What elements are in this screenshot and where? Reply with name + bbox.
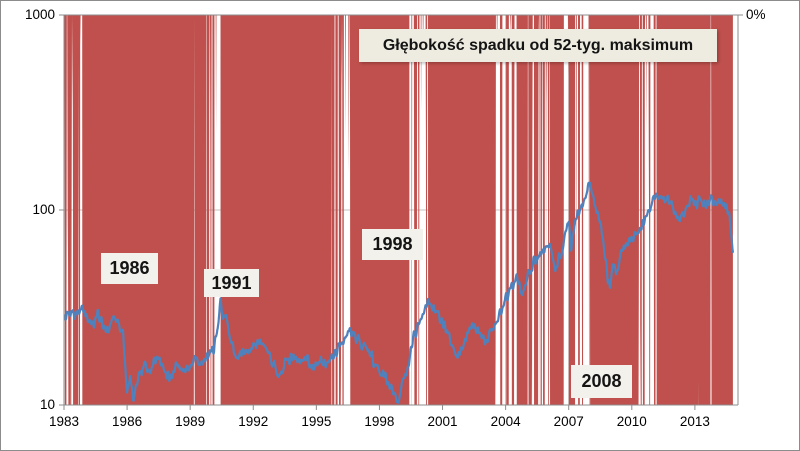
annotation-1998: 1998: [362, 229, 423, 260]
chart-title-box: Głębokość spadku od 52-tyg. maksimum: [359, 29, 717, 62]
left-axis-tick-label: 100: [32, 202, 55, 217]
left-axis-tick-label: 10: [39, 397, 55, 412]
price-line-series: [64, 181, 734, 404]
x-axis-tick-label: 2013: [679, 414, 710, 429]
x-axis-tick-label: 2007: [553, 414, 584, 429]
x-axis-tick-label: 2010: [616, 414, 647, 429]
x-axis-tick-label: 1992: [238, 414, 269, 429]
x-axis-tick-label: 1986: [112, 414, 143, 429]
right-axis-tick-label: 0%: [746, 7, 766, 22]
annotation-1991: 1991: [204, 269, 259, 297]
x-axis-tick-label: 2001: [427, 414, 458, 429]
left-axis-tick-label: 1000: [24, 7, 55, 22]
x-axis-tick-label: 1983: [48, 414, 80, 429]
chart-title: Głębokość spadku od 52-tyg. maksimum: [382, 36, 694, 54]
x-axis-tick-label: 1995: [301, 414, 332, 429]
drawdown-area-series: [64, 15, 733, 406]
x-axis-tick-label: 1989: [175, 414, 206, 429]
axes: [59, 14, 743, 410]
x-axis-tick-label: 2004: [490, 414, 521, 429]
x-axis-tick-label: 1998: [364, 414, 395, 429]
annotation-1986: 1986: [101, 253, 158, 284]
annotation-2008: 2008: [571, 365, 632, 398]
